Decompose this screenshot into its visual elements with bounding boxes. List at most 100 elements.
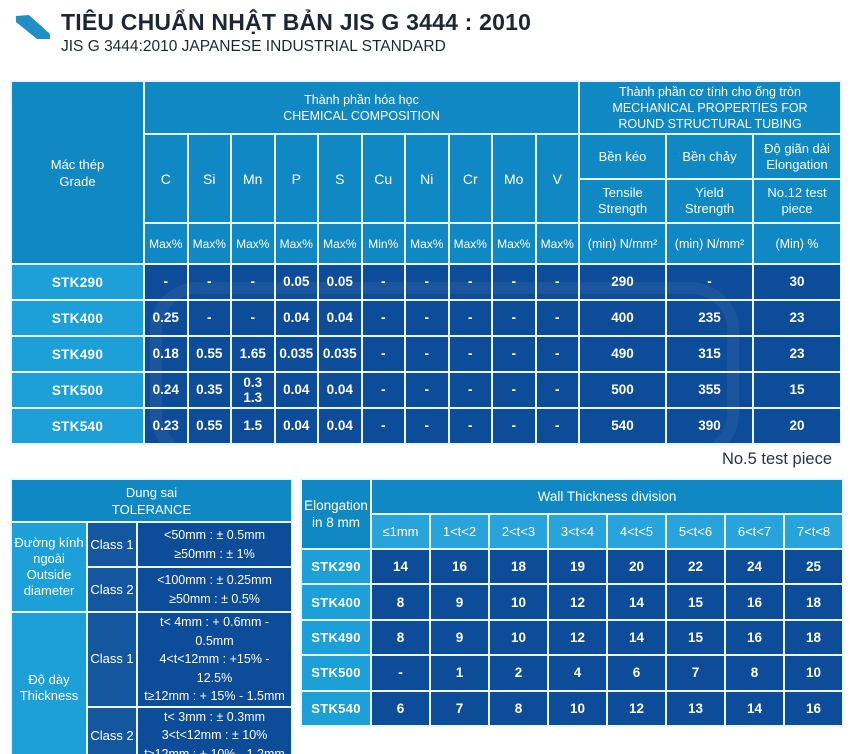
elongation-header-vi: Độ giãn dài Elongation (752, 133, 842, 180)
value-cell: 235 (665, 299, 754, 337)
value-cell: 23 (752, 335, 842, 373)
table-row: STK500 0.24 0.35 0.3 1.3 0.04 0.04 - - -… (10, 371, 842, 409)
value-cell: - (360, 371, 406, 409)
tolerance-value-line: t≥12mm : + 10% - 1.2mm (144, 746, 285, 754)
value-cell: 14 (724, 689, 785, 727)
table-row: STK290 14 16 18 19 20 22 24 25 (300, 547, 845, 586)
tolerance-class-cell: Class 1 (86, 521, 138, 568)
tolerance-value-line: t< 3mm : ± 0.3mm (164, 709, 265, 724)
value-cell: 20 (752, 407, 842, 445)
value-cell: - (491, 335, 537, 373)
tensile-strength-header-vi: Bền kéo (578, 133, 667, 180)
chem-group-vi: Thành phần hóa học (304, 92, 419, 107)
tolerance-value-line: t< 4mm : + 0.6mm - 0.5mm (159, 615, 270, 648)
value-cell: - (360, 407, 406, 445)
thickness-column-header: 3<t<4 (547, 513, 608, 550)
element-header: V (534, 133, 580, 224)
value-cell: 15 (665, 583, 726, 621)
value-cell: 7 (429, 689, 490, 727)
value-cell: 12 (547, 583, 608, 621)
tolerance-value-line: 3<t<12mm : ± 10% (161, 728, 268, 743)
value-cell: - (447, 371, 493, 409)
tolerance-value-line: <50mm : ± 0.5mm (164, 528, 265, 542)
thickness-column-header: 1<t<2 (429, 513, 490, 550)
yield-strength-header-vi: Bền chảy (665, 133, 754, 180)
value-cell: 0.04 (317, 371, 363, 409)
element-limit: Min% (360, 222, 406, 265)
thickness-label-en: Thickness (19, 688, 79, 704)
element-header: Ni (404, 133, 450, 224)
thickness-column-header: 4<t<5 (606, 513, 667, 550)
value-cell: 16 (782, 689, 845, 727)
value-cell: 0.25 (143, 299, 189, 337)
value-cell: 23 (752, 299, 842, 337)
element-header: Mo (491, 133, 537, 224)
value-cell: 14 (606, 583, 667, 621)
value-cell: 24 (724, 547, 785, 586)
page-subtitle: JIS G 3444:2010 JAPANESE INDUSTRIAL STAN… (61, 38, 446, 55)
value-cell: 0.04 (273, 299, 319, 337)
value-cell: 18 (782, 583, 845, 621)
value-cell: - (491, 407, 537, 445)
value-cell: 10 (488, 583, 549, 621)
table-row: STK540 0.23 0.55 1.5 0.04 0.04 - - - - -… (10, 407, 842, 445)
element-header: P (273, 133, 319, 224)
value-cell: - (404, 407, 450, 445)
value-cell: 0.04 (273, 407, 319, 445)
grade-cell: STK540 (300, 689, 372, 727)
value-cell: - (370, 654, 431, 692)
mech-group-en1: MECHANICAL PROPERTIES FOR (612, 100, 808, 115)
value-cell: - (665, 263, 754, 301)
value-cell: 355 (665, 371, 754, 409)
value-cell: 0.035 (317, 335, 363, 373)
element-limit: Max% (491, 222, 537, 265)
table-row: STK500 - 1 2 4 6 7 8 10 (300, 654, 845, 692)
value-cell: 12 (547, 618, 608, 657)
grade-cell: STK400 (10, 299, 145, 337)
value-cell: 14 (606, 618, 667, 657)
value-cell: - (534, 407, 580, 445)
value-cell: 0.3 1.3 (230, 371, 276, 409)
grade-cell: STK500 (10, 371, 145, 409)
value-cell: 12 (606, 689, 667, 727)
value-cell: - (360, 299, 406, 337)
value-cell: 8 (370, 583, 431, 621)
value-cell: 16 (724, 618, 785, 657)
value-cell: 19 (547, 547, 608, 586)
grade-column-header: Mác thép Grade (10, 80, 145, 265)
tolerance-class-cell: Class 1 (86, 611, 138, 708)
value-cell: 8 (488, 689, 549, 727)
outside-diameter-label: Đường kính ngoài Outside diameter (10, 521, 88, 613)
value-cell: 0.55 (186, 335, 232, 373)
value-cell: 2 (488, 654, 549, 692)
value-cell: - (186, 263, 232, 301)
thickness-column-header: 7<t<8 (782, 513, 845, 550)
tensile-strength-header-en: Tensile Strength (578, 178, 667, 224)
value-cell: 6 (606, 654, 667, 692)
element-limit: Max% (186, 222, 232, 265)
tolerance-title-en: TOLERANCE (111, 501, 192, 517)
value-cell: - (404, 335, 450, 373)
value-cell: 18 (782, 618, 845, 657)
value-cell: 290 (578, 263, 667, 301)
tolerance-title-vi: Dung sai (125, 484, 178, 500)
elongation-corner-header: Elongation in 8 mm (300, 478, 372, 550)
note-test-piece: No.5 test piece (721, 450, 832, 468)
element-header: S (317, 133, 363, 224)
yield-strength-header-en: Yield Strength (665, 178, 754, 224)
grade-cell: STK540 (10, 407, 145, 445)
table-row: STK290 - - - 0.05 0.05 - - - - - 290 - 3… (10, 263, 842, 301)
value-cell: - (491, 263, 537, 301)
value-cell: 22 (665, 547, 726, 586)
value-cell: 400 (578, 299, 667, 337)
value-cell: 390 (665, 407, 754, 445)
grade-cell: STK290 (300, 547, 372, 586)
tensile-unit: (min) N/mm² (578, 222, 667, 265)
table-row: STK400 0.25 - - 0.04 0.04 - - - - - 400 … (10, 299, 842, 337)
value-cell: - (360, 335, 406, 373)
grade-cell: STK490 (10, 335, 145, 373)
value-cell: 15 (665, 618, 726, 657)
value-cell: 16 (429, 547, 490, 586)
value-cell: 0.035 (273, 335, 319, 373)
